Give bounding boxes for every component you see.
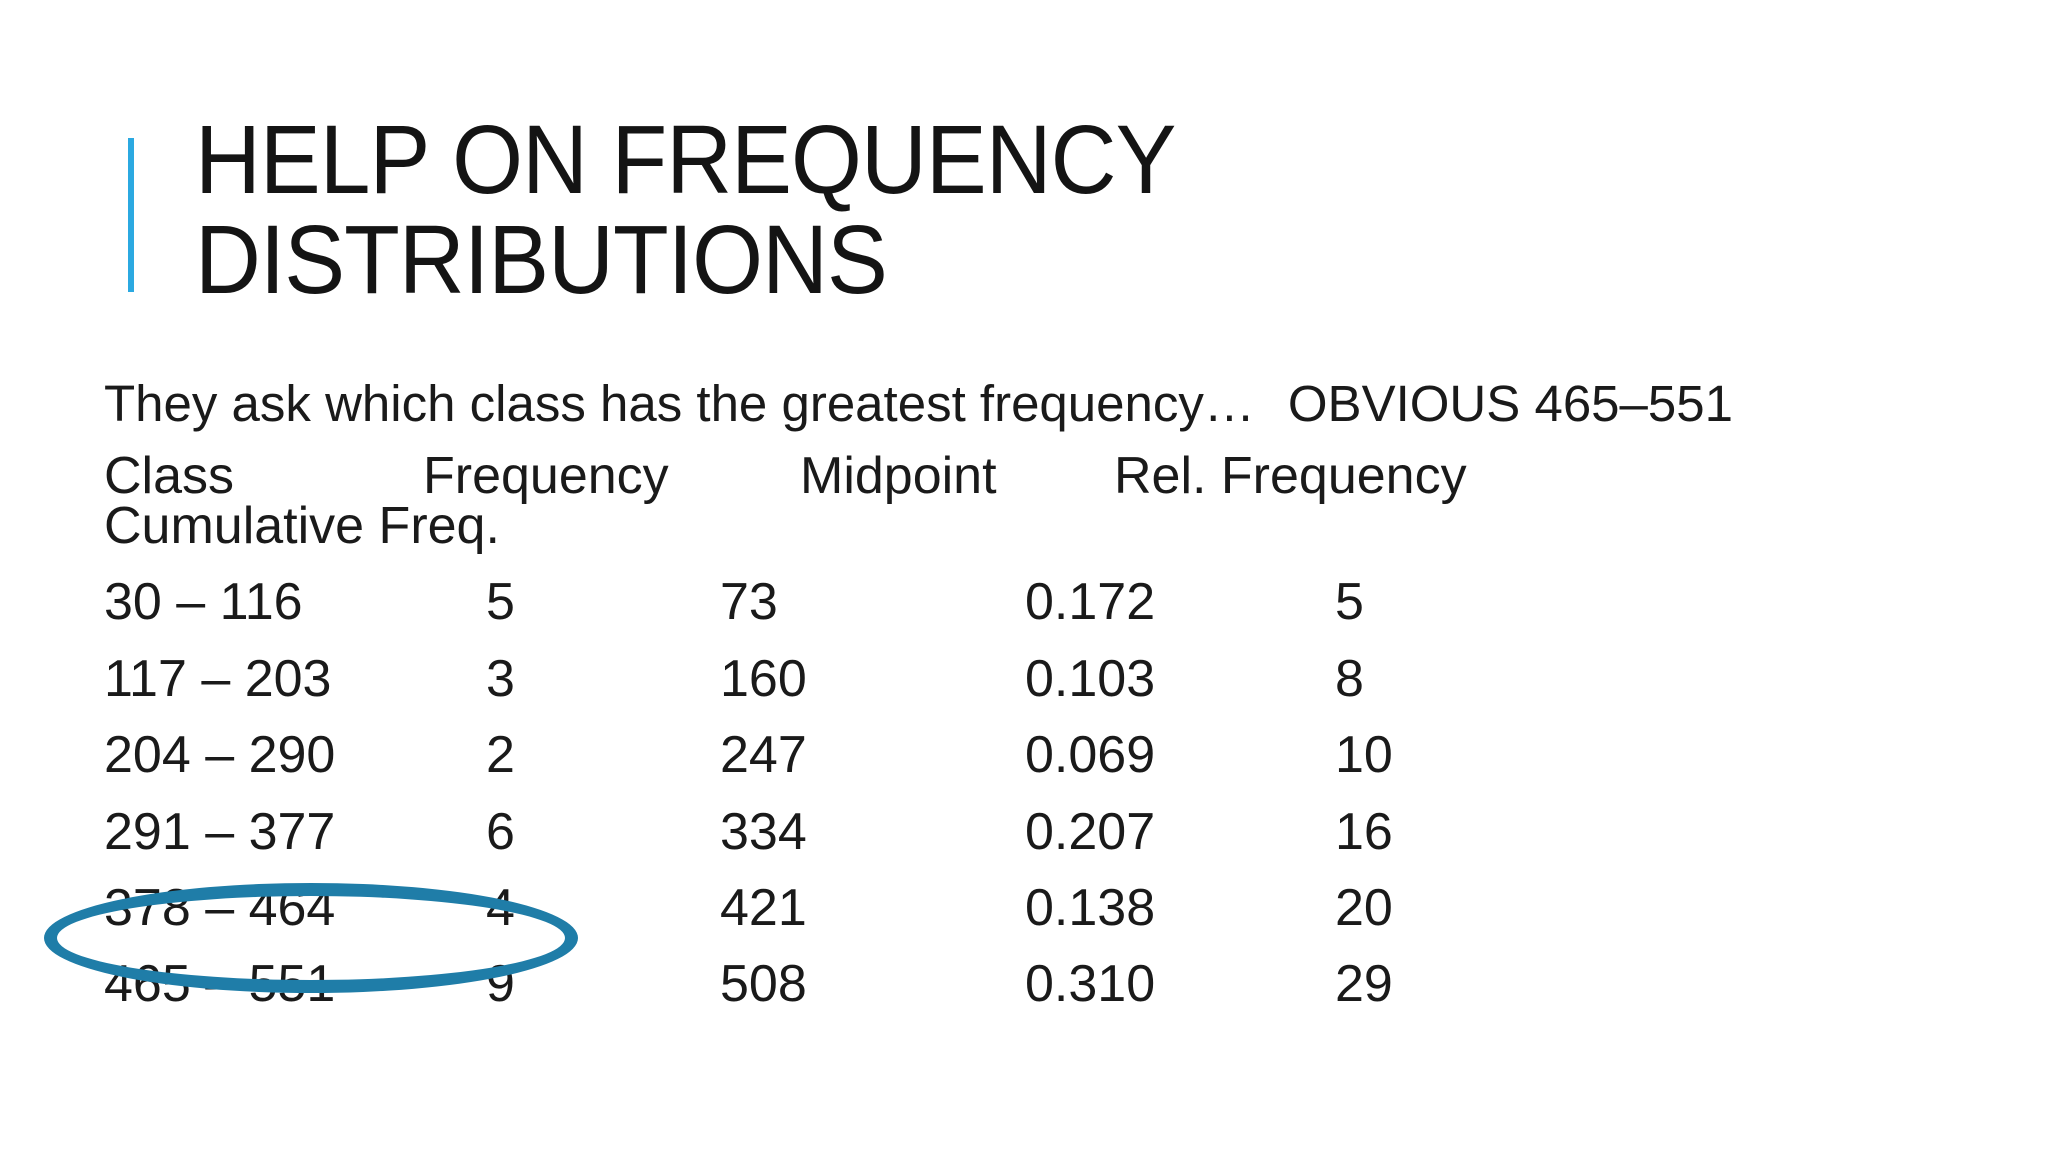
- cell-midpoint: 334: [720, 803, 807, 861]
- cell-class-range: 117 – 203: [104, 650, 332, 708]
- cell-rel-frequency: 0.138: [1025, 879, 1156, 937]
- highlight-ellipse-annotation: [44, 883, 578, 993]
- lead-question: They ask which class has the greatest fr…: [104, 375, 1255, 432]
- cell-frequency: 5: [486, 573, 515, 631]
- cell-rel-frequency: 0.310: [1025, 955, 1156, 1013]
- cell-cumulative-frequency: 8: [1335, 650, 1364, 708]
- cell-frequency: 3: [486, 650, 515, 708]
- table-row: 204 – 290 2 247 0.069 10: [0, 729, 2048, 806]
- cell-cumulative-frequency: 16: [1335, 803, 1393, 861]
- cell-class-range: 204 – 290: [104, 726, 336, 784]
- table-header-rel-frequency: Rel. Frequency: [1114, 447, 1467, 505]
- cell-midpoint: 247: [720, 726, 807, 784]
- table-row: 117 – 203 3 160 0.103 8: [0, 653, 2048, 730]
- table-header-midpoint: Midpoint: [800, 447, 997, 505]
- lead-sentence: They ask which class has the greatest fr…: [104, 378, 1733, 430]
- cell-frequency: 6: [486, 803, 515, 861]
- cell-cumulative-frequency: 10: [1335, 726, 1393, 784]
- cell-rel-frequency: 0.172: [1025, 573, 1156, 631]
- cell-rel-frequency: 0.069: [1025, 726, 1156, 784]
- title-accent-bar: [128, 138, 134, 292]
- cell-midpoint: 73: [720, 573, 778, 631]
- cell-rel-frequency: 0.207: [1025, 803, 1156, 861]
- slide-title: HELP ON FREQUENCY DISTRIBUTIONS: [195, 105, 1175, 314]
- cell-frequency: 2: [486, 726, 515, 784]
- cell-class-range: 291 – 377: [104, 803, 336, 861]
- lead-answer: OBVIOUS 465–551: [1287, 375, 1733, 432]
- cell-midpoint: 508: [720, 955, 807, 1013]
- table-header-frequency: Frequency: [423, 447, 669, 505]
- table-row: 30 – 116 5 73 0.172 5: [0, 576, 2048, 653]
- table-header-cumulative-frequency: Cumulative Freq.: [104, 497, 500, 555]
- table-header-class: Class: [104, 447, 235, 505]
- cell-class-range: 30 – 116: [104, 573, 303, 631]
- cell-cumulative-frequency: 29: [1335, 955, 1393, 1013]
- cell-midpoint: 421: [720, 879, 807, 937]
- table-row: 291 – 377 6 334 0.207 16: [0, 806, 2048, 883]
- cell-cumulative-frequency: 20: [1335, 879, 1393, 937]
- cell-rel-frequency: 0.103: [1025, 650, 1156, 708]
- cell-midpoint: 160: [720, 650, 807, 708]
- cell-cumulative-frequency: 5: [1335, 573, 1364, 631]
